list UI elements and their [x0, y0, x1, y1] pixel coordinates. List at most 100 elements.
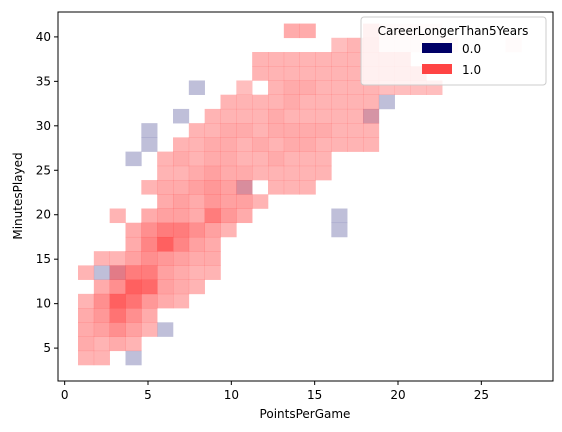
heatmap-cell-1-168	[315, 66, 332, 81]
heatmap-cell-1-108	[204, 137, 221, 152]
x-tick-label-1: 5	[144, 388, 152, 402]
heatmap-cell-1-34	[157, 265, 174, 280]
heatmap-cell-1-179	[315, 52, 332, 67]
heatmap-cell-1-37	[204, 265, 221, 280]
heatmap-cell-1-65	[220, 208, 237, 224]
x-tick-label-4: 20	[390, 388, 405, 402]
heatmap-cell-1-79	[220, 180, 237, 195]
heatmap-cell-1-50	[188, 236, 205, 252]
heatmap-cell-1-134	[252, 108, 269, 124]
heatmap-cell-1-145	[268, 94, 285, 110]
heatmap-cell-1-180	[331, 52, 348, 67]
x-tick-label-5: 25	[474, 388, 489, 402]
heatmap-cell-1-110	[236, 137, 253, 152]
heatmap-cell-1-153	[268, 80, 285, 95]
heatmap-cell-1-104	[299, 151, 316, 167]
heatmap-cell-1-39	[109, 251, 126, 266]
heatmap-cell-1-9	[125, 322, 142, 337]
heatmap-cell-1-151	[363, 94, 380, 110]
heatmap-cell-1-141	[363, 108, 380, 124]
heatmap-cell-1-63	[188, 208, 205, 224]
x-axis-ticks: 0 5 10 15 20 25	[61, 381, 489, 402]
heatmap-cell-1-135	[268, 108, 285, 124]
heatmap-cell-1-3	[93, 336, 110, 352]
heatmap-cell-1-101	[252, 151, 269, 167]
heatmap-cell-1-75	[157, 180, 174, 195]
heatmap-cell-1-143	[236, 94, 253, 110]
heatmap-cell-1-13	[109, 308, 126, 323]
y-tick-label-0: 5	[43, 341, 51, 355]
heatmap-cell-1-46	[125, 236, 142, 252]
heatmap-cell-1-150	[347, 94, 364, 110]
heatmap-cell-1-68	[173, 194, 190, 209]
heatmap-cell-1-30	[78, 265, 95, 280]
heatmap-cell-1-89	[236, 165, 253, 181]
heatmap-cell-1-128	[331, 123, 348, 138]
heatmap-cell-1-5	[125, 336, 142, 352]
heatmap-cell-1-58	[220, 222, 237, 238]
heatmap-cell-1-99	[220, 151, 237, 167]
heatmap-cell-1-176	[268, 52, 285, 67]
heatmap-cell-1-16	[78, 293, 95, 309]
heatmap-cell-1-52	[125, 222, 142, 238]
heatmap-cell-1-144	[252, 94, 269, 110]
heatmap-cell-1-31	[109, 265, 126, 280]
heatmap-cell-1-83	[299, 180, 316, 195]
heatmap-cell-1-94	[315, 165, 332, 181]
heatmap-cell-1-49	[173, 236, 190, 252]
x-tick-label-0: 0	[61, 388, 69, 402]
heatmap-cell-1-115	[315, 137, 332, 152]
heatmap-cell-1-61	[157, 208, 174, 224]
heatmap-cell-1-14	[125, 308, 142, 323]
heatmap-cell-1-103	[283, 151, 300, 167]
heatmap-cell-1-131	[204, 108, 221, 124]
heatmap-cell-1-69	[188, 194, 205, 209]
heatmap-cell-1-156	[315, 80, 332, 95]
heatmap-cell-1-140	[347, 108, 364, 124]
heatmap-cell-0-3	[157, 322, 174, 337]
heatmap-cell-1-56	[188, 222, 205, 238]
heatmap-cell-1-62	[173, 208, 190, 224]
legend-label-0: 0.0	[462, 42, 481, 56]
heatmap-cell-1-91	[268, 165, 285, 181]
heatmap-cell-1-11	[78, 308, 95, 323]
heatmap-cell-1-42	[157, 251, 174, 266]
heatmap-cell-1-1	[93, 350, 110, 366]
heatmap-cell-0-0	[93, 265, 110, 280]
heatmap-cell-1-81	[268, 180, 285, 195]
heatmap-cell-1-27	[157, 279, 174, 295]
heatmap-cell-1-170	[347, 66, 364, 81]
heatmap-cell-1-21	[157, 293, 174, 309]
heatmap-cell-1-38	[93, 251, 110, 266]
heatmap-cell-1-146	[283, 94, 300, 110]
legend-label-1: 1.0	[462, 63, 481, 77]
heatmap-cell-1-28	[173, 279, 190, 295]
heatmap-cell-1-12	[93, 308, 110, 323]
heatmap-cell-0-2	[125, 350, 142, 366]
heatmap-cell-0-11	[331, 222, 348, 238]
heatmap-cell-1-74	[141, 180, 158, 195]
heatmap-cell-1-26	[141, 279, 158, 295]
heatmap-cell-1-2	[78, 336, 95, 352]
legend-swatch-0	[422, 43, 452, 53]
heatmap-cell-1-119	[188, 123, 205, 138]
heatmap-cell-1-116	[331, 137, 348, 152]
heatmap-cell-1-78	[204, 180, 221, 195]
heatmap-cell-1-36	[188, 265, 205, 280]
heatmap-cell-1-169	[331, 66, 348, 81]
heatmap-cell-1-22	[173, 293, 190, 309]
heatmap-cell-1-7	[93, 322, 110, 337]
heatmap-cell-1-40	[125, 251, 142, 266]
heatmap-cell-1-64	[204, 208, 221, 224]
heatmap-cell-1-100	[236, 151, 253, 167]
heatmap-cell-1-120	[204, 123, 221, 138]
heatmap-cell-1-53	[141, 222, 158, 238]
heatmap-cell-1-132	[220, 108, 237, 124]
heatmap-cell-1-66	[236, 208, 253, 224]
heatmap-cell-1-77	[188, 180, 205, 195]
heatmap-cell-1-129	[347, 123, 364, 138]
heatmap-cell-1-17	[93, 293, 110, 309]
heatmap-cell-1-158	[347, 80, 364, 95]
heatmap-cell-1-165	[268, 66, 285, 81]
legend-swatch-1	[422, 64, 452, 74]
